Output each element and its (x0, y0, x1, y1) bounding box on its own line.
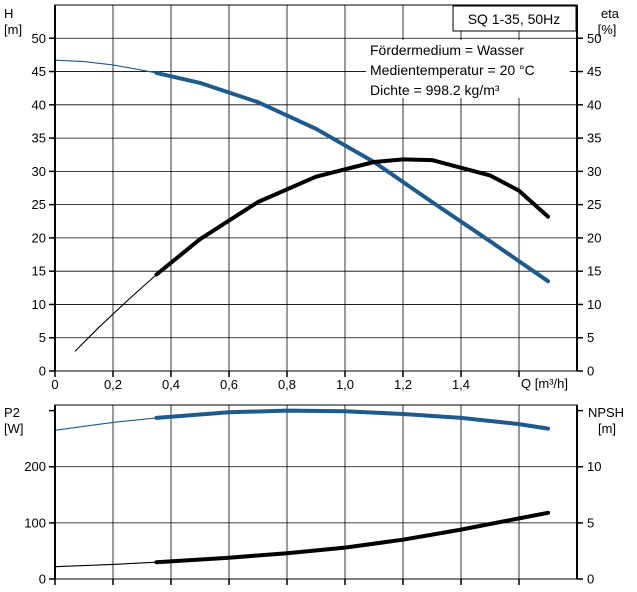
model-label: SQ 1-35, 50Hz (468, 11, 561, 27)
info-line-medium: Fördermedium = Wasser (370, 42, 524, 58)
top-right-tick-label-45: 45 (587, 64, 601, 79)
top-right-tick-label-50: 50 (587, 31, 601, 46)
bottom-series-NPSH-extrapolated (54, 561, 158, 568)
top-series (54, 59, 550, 352)
info-line-density: Dichte = 998.2 kg/m³ (370, 82, 500, 98)
top-left-tick-label-20: 20 (32, 230, 46, 245)
bottom-right-tick-label-10: 10 (587, 459, 601, 474)
top-right-tick-label-10: 10 (587, 297, 601, 312)
top-right-tick-label-30: 30 (587, 164, 601, 179)
top-left-axis-label: H (4, 6, 13, 21)
top-right-tick-label-35: 35 (587, 131, 601, 146)
top-left-tick-label-10: 10 (32, 297, 46, 312)
bottom-left-tick-label-0: 0 (39, 572, 46, 587)
top-right-tick-label-15: 15 (587, 264, 601, 279)
top-series-H-line (154, 70, 550, 284)
top-left-axis-unit: [m] (4, 22, 22, 37)
top-x-tick-label-0-4: 0,4 (162, 377, 180, 392)
bottom-left-tick-label-100: 100 (24, 515, 46, 530)
top-left-tick-label-40: 40 (32, 97, 46, 112)
bottom-right-tick-label-5: 5 (587, 515, 594, 530)
top-left-tick-label-5: 5 (39, 330, 46, 345)
info-line-temperature: Medientemperatur = 20 °C (370, 62, 535, 78)
top-x-tick-label-1-0: 1,0 (336, 377, 354, 392)
bottom-right-axis-label: NPSH (588, 405, 624, 420)
bottom-right-axis-unit: [m] (598, 421, 616, 436)
top-right-axis-label: eta (601, 6, 620, 21)
top-x-tick-label-0: 0 (51, 377, 58, 392)
top-right-tick-label-5: 5 (587, 330, 594, 345)
bottom-left-tick-label-200: 200 (24, 459, 46, 474)
bottom-series-P2-line (154, 408, 550, 431)
top-right-tick-label-0: 0 (587, 364, 594, 379)
model-box-frame (452, 5, 577, 32)
top-right-tick-label-25: 25 (587, 197, 601, 212)
x-axis-label: Q [m³/h] (521, 376, 568, 391)
top-x-tick-label-0-8: 0,8 (278, 377, 296, 392)
bottom-series-NPSH-line (154, 510, 550, 565)
bottom-left-axis-label: P2 (4, 405, 20, 420)
model-box: SQ 1-35, 50Hz (452, 5, 577, 32)
top-right-tick-label-20: 20 (587, 230, 601, 245)
top-series-eta-extrapolated (74, 273, 158, 352)
medium-info: Fördermedium = Wasser Medientemperatur =… (366, 40, 570, 98)
top-x-tick-label-0-6: 0,6 (220, 377, 238, 392)
top-left-tick-label-25: 25 (32, 197, 46, 212)
top-x-tick-label-1-2: 1,2 (394, 377, 412, 392)
top-right-tick-label-40: 40 (587, 97, 601, 112)
top-x-tick-label-1-4: 1,4 (452, 377, 470, 392)
bottom-series-P2-extrapolated (54, 417, 158, 431)
medium-info-bg (366, 40, 570, 98)
top-left-tick-label-0: 0 (39, 364, 46, 379)
top-left-tick-label-50: 50 (32, 31, 46, 46)
bottom-left-axis-unit: [W] (4, 421, 24, 436)
top-series-H-extrapolated (54, 59, 158, 74)
top-left-tick-label-15: 15 (32, 264, 46, 279)
top-x-tick-label-0-2: 0,2 (104, 377, 122, 392)
top-ticks: 0 5 10 15 20 25 30 35 40 45 50 0 5 10 15 20 25 30 35 40 45 50… (32, 31, 602, 392)
top-right-axis-unit: [%] (598, 22, 617, 37)
bottom-right-tick-label-0: 0 (587, 572, 594, 587)
top-left-tick-label-45: 45 (32, 64, 46, 79)
top-left-tick-label-30: 30 (32, 164, 46, 179)
bottom-ticks: 0 100 200 0 5 10 (24, 409, 601, 587)
bottom-series (54, 408, 550, 568)
top-series-eta-line (154, 157, 550, 277)
top-left-tick-label-35: 35 (32, 131, 46, 146)
